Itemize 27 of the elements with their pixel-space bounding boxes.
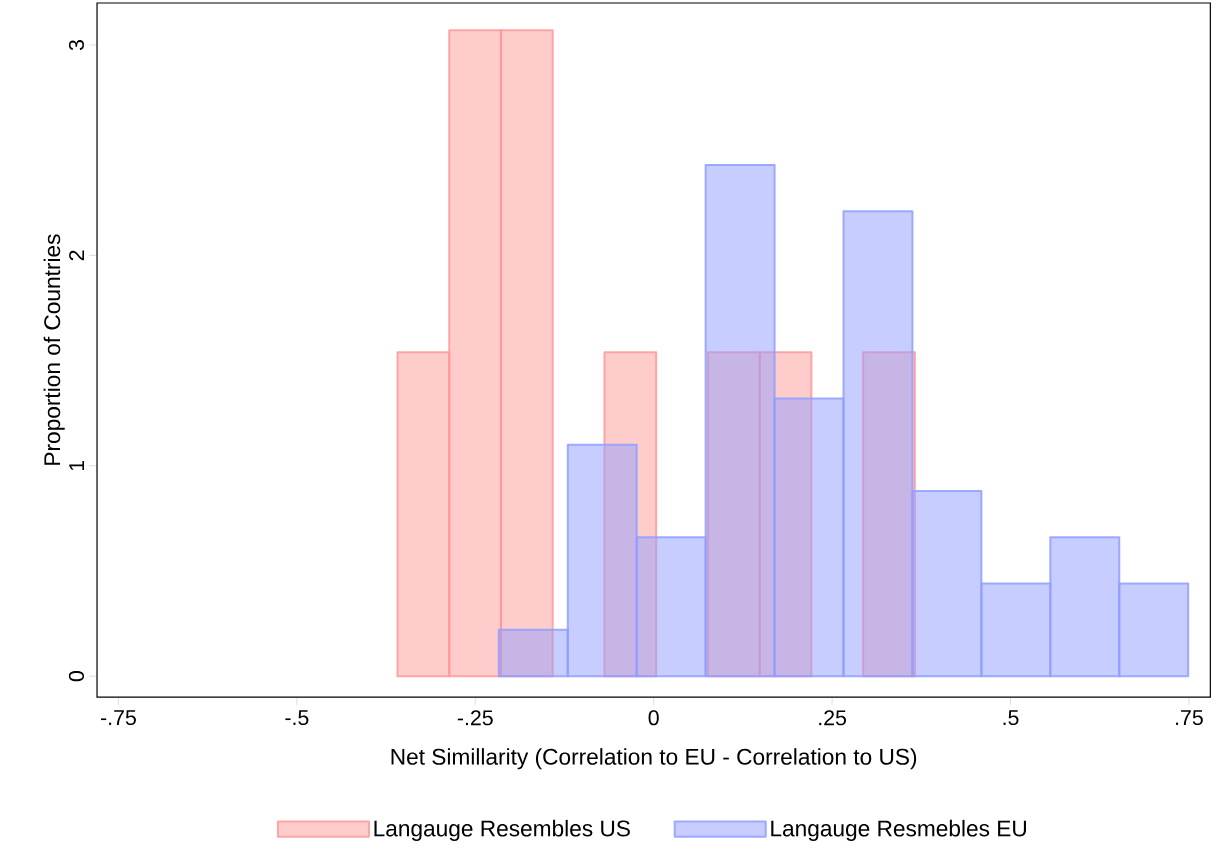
x-tick-label: -.75 bbox=[101, 710, 136, 726]
bar bbox=[1049, 536, 1121, 678]
legend-label: Langauge Resmebles EU bbox=[771, 819, 1026, 841]
y-tick-label: 1 bbox=[69, 460, 84, 470]
legend-label: Langauge Resembles US bbox=[374, 819, 630, 841]
bar bbox=[911, 489, 983, 678]
bar bbox=[448, 29, 502, 678]
x-tick-label: .75 bbox=[1176, 710, 1203, 726]
bar bbox=[1118, 582, 1190, 678]
y-tick-label: 3 bbox=[68, 39, 84, 51]
x-tick-label: 0 bbox=[648, 710, 659, 726]
bar bbox=[980, 582, 1052, 678]
x-axis-title: Net Simillarity (Correlation to EU - Correlation to US) bbox=[391, 748, 917, 770]
bar bbox=[704, 163, 776, 678]
bar bbox=[396, 351, 451, 678]
bar bbox=[773, 397, 845, 678]
y-axis-title: Proportion of Countries bbox=[43, 234, 65, 465]
bar bbox=[842, 210, 914, 678]
bar bbox=[635, 536, 707, 678]
x-tick-label: -.25 bbox=[457, 710, 493, 726]
bar bbox=[497, 628, 569, 678]
y-tick-label: 2 bbox=[69, 250, 84, 261]
bar bbox=[566, 443, 638, 678]
x-tick-label: -.5 bbox=[285, 710, 309, 726]
y-tick-label: 0 bbox=[68, 670, 84, 682]
x-tick-label: .5 bbox=[1003, 710, 1019, 726]
x-tick-label: .25 bbox=[819, 710, 847, 726]
